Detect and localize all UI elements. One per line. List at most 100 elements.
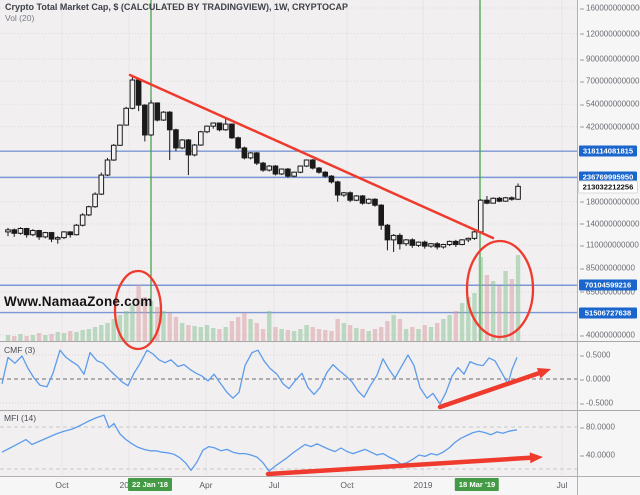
volume-bar	[298, 329, 303, 341]
candle-body	[515, 185, 521, 200]
volume-bar	[254, 323, 259, 341]
price-axis-tick: 40000000000	[580, 330, 635, 340]
candle-body	[11, 229, 18, 234]
time-axis-tick: Jul	[556, 480, 568, 490]
volume-bar	[173, 317, 179, 341]
event-date-badge[interactable]: 18 Mar '19	[454, 477, 500, 491]
candle-body	[204, 125, 210, 133]
volume-bar	[490, 281, 496, 341]
chart-title[interactable]: Crypto Total Market Cap, $ (CALCULATED B…	[5, 2, 349, 12]
volume-bar	[179, 323, 185, 341]
volume-bar	[372, 329, 378, 341]
volume-bar	[92, 327, 98, 341]
candle-body	[309, 159, 316, 169]
current-price-badge[interactable]: 213032212256	[579, 181, 637, 193]
volume-bar	[204, 325, 210, 341]
volume-bar	[416, 329, 421, 341]
volume-bar	[80, 330, 85, 341]
candle-body	[484, 199, 490, 204]
candle-body	[241, 147, 248, 159]
volume-bar	[211, 328, 216, 341]
volume-bar	[459, 303, 465, 341]
candle-body	[316, 167, 322, 173]
candle-body	[166, 111, 173, 131]
candle-body	[322, 171, 329, 177]
time-axis-tick: 2019	[413, 480, 433, 490]
alert-price-badge[interactable]: 318114081815	[579, 145, 637, 157]
candle-body	[440, 244, 447, 248]
time-axis-tick: Oct	[55, 480, 69, 490]
time-axis-tick: Oct	[340, 480, 354, 490]
volume-bar	[410, 327, 415, 341]
volume-bar	[111, 319, 116, 341]
volume-bar	[242, 313, 247, 341]
volume-bar	[323, 330, 328, 341]
volume-bar	[229, 321, 235, 341]
cmf-indicator-label[interactable]: CMF (3)	[4, 345, 36, 355]
candle-body	[216, 122, 223, 131]
event-date-badge[interactable]: 22 Jan '18	[127, 477, 173, 491]
candle-body	[502, 197, 509, 202]
alert-price-badge[interactable]: 51506727638	[579, 307, 637, 319]
volume-bar	[484, 275, 490, 341]
volume-bar	[105, 323, 110, 341]
candle-body	[453, 240, 459, 246]
volume-bar	[466, 297, 471, 341]
candle-body	[17, 227, 24, 234]
alert-price-badge[interactable]: 70104599216	[579, 279, 637, 291]
volume-bar	[43, 335, 48, 341]
time-axis-tick: Jul	[268, 480, 280, 490]
mfi-indicator-label[interactable]: MFI (14)	[4, 413, 37, 423]
volume-bar	[273, 327, 278, 341]
mfi-line	[1, 414, 518, 472]
volume-bar	[30, 335, 36, 341]
candle-body	[465, 237, 472, 241]
volume-bar	[354, 328, 359, 341]
volume-indicator-label[interactable]: Vol (20)	[5, 13, 35, 23]
candle-body	[353, 195, 360, 201]
candle-body	[117, 124, 123, 146]
volume-bar	[478, 257, 483, 341]
price-axis[interactable]: 1600000000000 1200000000000 900000000000 70…	[577, 0, 640, 476]
candle-body	[428, 243, 434, 247]
volume-bar	[86, 329, 92, 341]
candle-body	[397, 234, 403, 245]
candle-body	[92, 193, 98, 208]
candle-body	[509, 197, 515, 200]
price-axis-tick: 700000000000	[579, 76, 640, 86]
volume-bar	[99, 325, 104, 341]
price-axis-tick: 540000000000	[579, 99, 640, 109]
candle-body	[129, 79, 136, 109]
volume-bar	[61, 333, 67, 341]
candle-body	[48, 232, 55, 240]
volume-bar	[123, 311, 129, 341]
candle-body	[135, 79, 142, 106]
candle-body	[378, 204, 384, 226]
candle-body	[459, 239, 465, 246]
candle-body	[30, 230, 36, 236]
volume-bar	[260, 329, 266, 341]
price-axis-tick: 140000000000	[579, 219, 640, 229]
volume-bar	[428, 327, 434, 341]
volume-bar	[509, 279, 515, 341]
volume-bar	[434, 323, 440, 341]
candle-body	[160, 111, 167, 121]
volume-bar	[68, 331, 73, 341]
chart-header: Crypto Total Market Cap, $ (CALCULATED B…	[5, 2, 348, 23]
price-axis-background	[577, 0, 640, 495]
candle-body	[496, 197, 503, 202]
candle-body	[54, 237, 61, 240]
candle-body	[179, 139, 185, 149]
volume-bar	[74, 332, 79, 341]
volume-bar	[235, 317, 241, 341]
candle-body	[347, 192, 353, 201]
alert-price-badge[interactable]: 236769995950	[579, 171, 637, 183]
candle-body	[5, 229, 11, 233]
volume-bar	[12, 336, 17, 341]
volume-bar	[291, 331, 297, 341]
volume-bar	[472, 293, 477, 341]
volume-bar	[192, 326, 197, 341]
candle-body	[148, 102, 154, 136]
